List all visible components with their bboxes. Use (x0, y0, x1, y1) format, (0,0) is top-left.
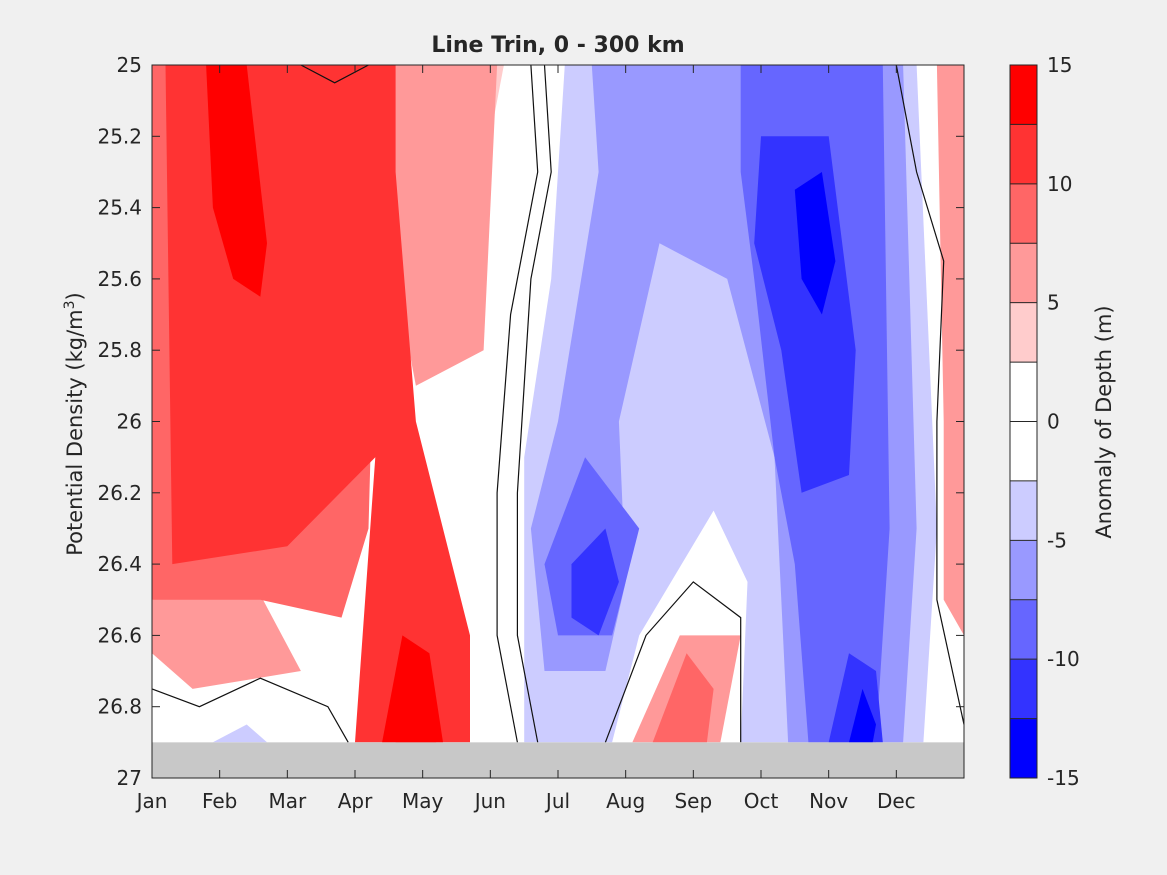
x-tick-label: May (402, 789, 444, 813)
y-tick-label: 25.8 (97, 338, 142, 362)
colorbar-band (1010, 659, 1037, 720)
contour-region-8 (652, 653, 714, 743)
y-tick-label: 27 (117, 766, 142, 790)
x-tick-label: Feb (202, 789, 237, 813)
colorbar-band (1010, 362, 1037, 422)
colorbar-tick-label: 5 (1047, 291, 1060, 315)
colorbar-band (1010, 302, 1037, 363)
colorbar-tick-label: -15 (1047, 766, 1080, 790)
x-tick-label: Jun (473, 789, 506, 813)
colorbar-band (1010, 718, 1037, 779)
contour-region-17 (571, 528, 619, 636)
colorbar-band (1010, 124, 1037, 185)
colorbar-tick-label: 10 (1047, 172, 1072, 196)
contour-line-4 (604, 581, 742, 743)
x-tick-label: Aug (606, 789, 645, 813)
contour-line-3 (516, 64, 552, 743)
y-tick-label: 26.2 (97, 481, 142, 505)
colorbar-band (1010, 65, 1037, 125)
colorbar-label: Anomaly of Depth (m) (1092, 305, 1116, 538)
contour-region-4 (395, 671, 437, 743)
colorbar-tick-label: -10 (1047, 647, 1080, 671)
x-tick-label: Jul (544, 789, 570, 813)
y-axis-label: Potential Density (kg/m3) (62, 292, 87, 556)
colorbar-band (1010, 421, 1037, 482)
y-tick-label: 26.4 (97, 552, 142, 576)
y-axis: 25 25.2 25.4 25.6 25.8 26 26.2 26.4 26.6 26.8 27 (97, 53, 964, 790)
plot-area (151, 64, 965, 779)
x-tick-label: Nov (809, 789, 848, 813)
contour-region-15 (754, 136, 856, 493)
y-tick-label: 26.6 (97, 623, 142, 647)
x-tick-label: Oct (744, 789, 779, 813)
contour-line-1 (151, 677, 349, 743)
x-tick-label: Sep (674, 789, 712, 813)
zero-contour-lines (151, 64, 965, 743)
x-tick-label: Dec (877, 789, 916, 813)
colorbar-tick-label: 0 (1047, 410, 1060, 434)
x-tick-label: Mar (268, 789, 307, 813)
contour-region-19 (849, 688, 876, 743)
colorbar-band (1010, 599, 1037, 660)
y-tick-label: 26.8 (97, 695, 142, 719)
y-tick-label: 26 (117, 410, 142, 434)
y-tick-label: 25.2 (97, 124, 142, 148)
colorbar-band (1010, 480, 1037, 541)
colorbar-band (1010, 540, 1037, 601)
x-tick-label: Jan (135, 789, 168, 813)
y-tick-label: 25 (117, 53, 142, 77)
y-tick-label: 25.4 (97, 196, 142, 220)
contour-region-5 (388, 65, 498, 386)
colorbar: 15 10 5 0 -5 -10 -15 (1009, 53, 1080, 790)
colorbar-tick-label: -5 (1047, 528, 1067, 552)
contour-region-7 (152, 581, 301, 689)
colorbar-band (1010, 183, 1037, 244)
colorbar-frame (1009, 64, 1038, 779)
contour-region-18 (794, 172, 836, 315)
contour-region-2 (206, 65, 267, 297)
colorbar-tick-label: 15 (1047, 53, 1072, 77)
chart-title: Line Trin, 0 - 300 km (431, 33, 684, 58)
contour-line-0 (300, 64, 369, 84)
contour-line-2 (496, 64, 539, 743)
x-tick-label: Apr (338, 789, 373, 813)
contour-fill-regions (152, 65, 964, 743)
y-tick-label: 25.6 (97, 267, 142, 291)
x-axis: Jan Feb Mar Apr May Jun Jul Aug Sep Oct Nov Dec (135, 65, 916, 813)
contour-region-20 (212, 724, 267, 743)
contour-line-5 (895, 64, 965, 725)
colorbar-band (1010, 243, 1037, 304)
